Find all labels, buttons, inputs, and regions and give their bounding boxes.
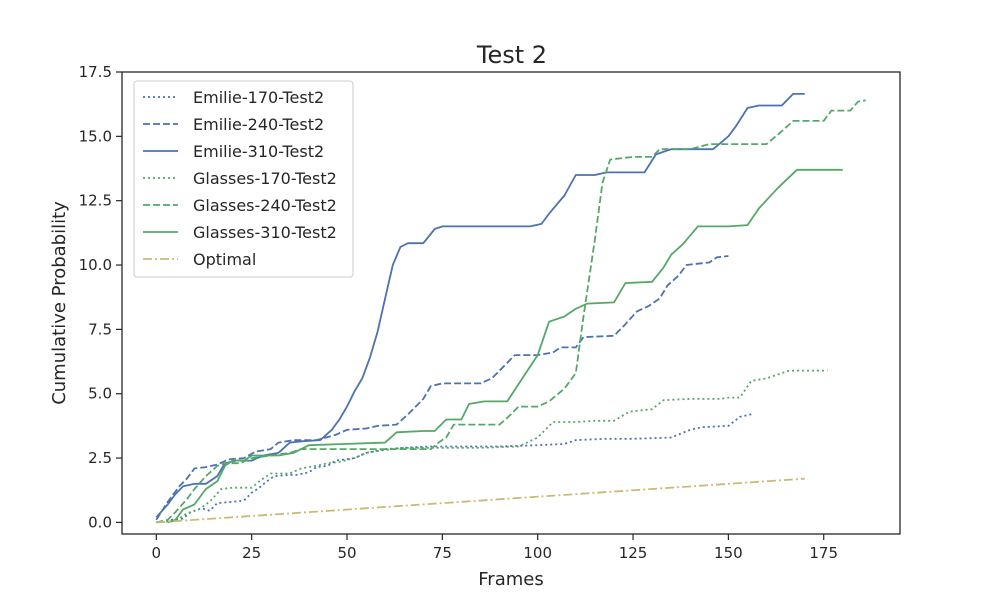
legend-label-6: Glasses-310-Test2: [193, 223, 337, 242]
plot-frame: [121, 71, 901, 535]
series-line-2: [155, 255, 729, 521]
x-tick-label: 25: [242, 544, 261, 562]
x-axis-ticks: 0 25 50 75 100 125 150 175: [152, 534, 838, 562]
legend-box: [133, 80, 354, 278]
series-line-1: [156, 413, 752, 524]
x-tick-label: 100: [523, 544, 552, 562]
y-tick-label: 15.0: [79, 127, 112, 145]
legend-label-4: Glasses-170-Test2: [193, 169, 337, 188]
plot-lines: [155, 93, 866, 524]
y-axis-ticks: 0.0 2.5 5.0 7.5 10.0 12.5 15.0 17.5: [79, 63, 122, 531]
legend-label-1: Emilie-170-Test2: [193, 88, 324, 107]
y-tick-label: 10.0: [79, 256, 112, 274]
y-tick-label: 2.5: [88, 449, 112, 467]
legend-label-2: Emilie-240-Test2: [193, 115, 324, 134]
x-axis-label: Frames: [478, 569, 543, 590]
x-tick-label: 50: [337, 544, 356, 562]
series-line-6: [167, 168, 843, 524]
legend-label-5: Glasses-240-Test2: [193, 196, 337, 215]
legend-label-3: Emilie-310-Test2: [193, 142, 324, 161]
x-tick-label: 175: [809, 544, 838, 562]
x-tick-label: 125: [619, 544, 648, 562]
x-tick-label: 150: [714, 544, 743, 562]
x-tick-label: 75: [433, 544, 452, 562]
series-line-4: [156, 369, 828, 524]
legend: Emilie-170-Test2 Emilie-240-Test2 Emilie-3…: [133, 80, 354, 278]
series-line-7: [156, 477, 805, 524]
y-axis-label: Cumulative Probability: [49, 201, 70, 405]
y-tick-label: 12.5: [79, 192, 112, 210]
y-tick-label: 7.5: [88, 320, 112, 338]
chart-title: Test 2: [476, 41, 547, 69]
x-tick-label: 0: [152, 544, 162, 562]
y-tick-label: 0.0: [88, 513, 112, 531]
y-tick-label: 5.0: [88, 385, 112, 403]
y-tick-label: 17.5: [79, 63, 112, 81]
legend-label-7: Optimal: [193, 250, 256, 269]
